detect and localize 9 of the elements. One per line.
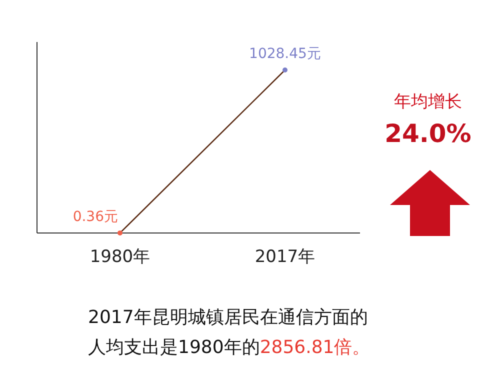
data-label: 1028.45元: [249, 46, 321, 62]
x-tick-label: 2017年: [254, 247, 316, 267]
text: 2856.81倍。: [260, 337, 370, 358]
text: 2017年昆明城镇居民在通信方面的: [88, 307, 368, 328]
data-label: 0.36元: [72, 208, 118, 225]
text: 24.0%: [384, 119, 472, 148]
text: 年均增长: [394, 92, 462, 112]
text: 人均支出是1980年的: [88, 337, 260, 358]
x-tick-label: 1980年: [90, 247, 150, 267]
